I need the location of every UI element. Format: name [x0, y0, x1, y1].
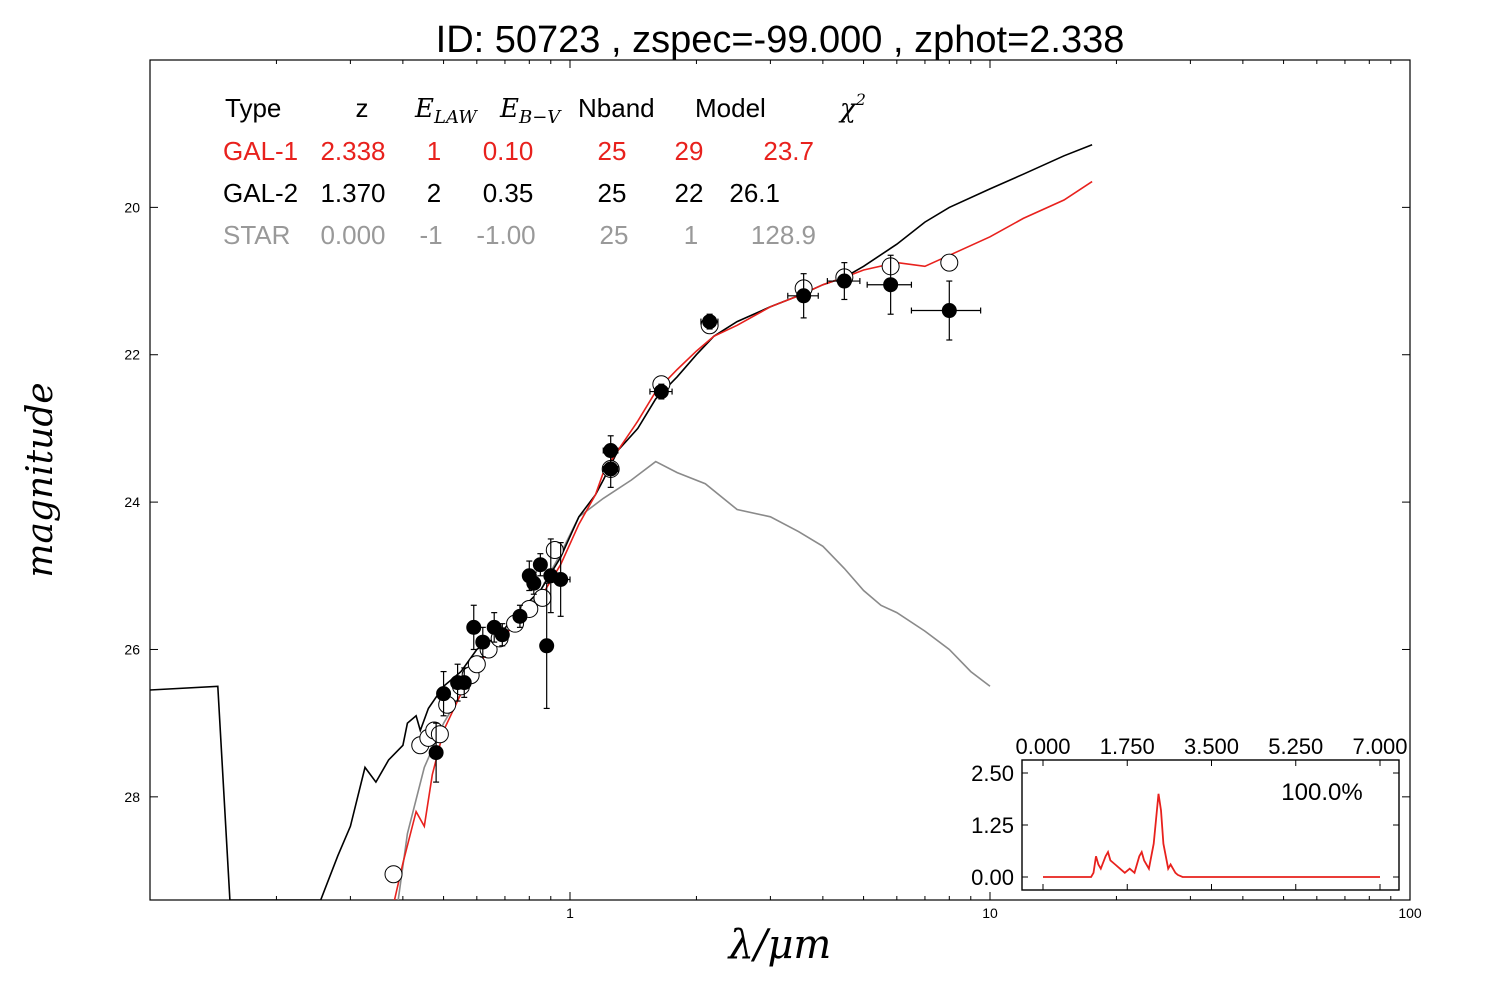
observed-point	[836, 273, 852, 289]
observed-point	[475, 634, 491, 650]
fit-table-row: GAL-1 2.338 1 0.10 25 29 23.7	[223, 136, 814, 166]
inset-annotation: 100.0%	[1281, 779, 1362, 806]
fit-table-header-chi2-main: χ	[838, 94, 858, 124]
pdz-curve	[1043, 793, 1380, 878]
fit-cell-z: 2.338	[320, 136, 385, 166]
fit-table-header-model: Model	[695, 93, 766, 123]
y-axis-label: magnitude	[20, 382, 61, 577]
x-axis-label: λ/μm	[727, 922, 832, 968]
y-tick-label: 24	[124, 494, 140, 510]
fit-cell-chi2: 128.9	[751, 220, 816, 250]
fit-table: Type z ELAW EB−V Nband Model χ2 GAL-1 2.…	[223, 90, 866, 250]
observed-point	[702, 314, 718, 330]
observed-point	[532, 557, 548, 573]
pdz-inset: 0.000 1.750 3.500 5.250 7.000 2.50 1.25 0.00 10…	[971, 734, 1408, 891]
fit-table-header-ebv-main: E	[499, 94, 519, 124]
observed-point	[456, 675, 472, 691]
model-point	[940, 253, 959, 272]
fit-cell-nband: 25	[600, 220, 629, 250]
fit-cell-nband: 25	[598, 178, 627, 208]
inset-y-tick-label: 1.25	[971, 813, 1014, 838]
inset-x-tick-label: 3.500	[1184, 734, 1239, 759]
observed-point	[553, 571, 569, 587]
inset-x-tick-label: 5.250	[1268, 734, 1323, 759]
y-tick-label: 26	[124, 641, 140, 657]
fit-cell-ebv: 0.35	[483, 178, 534, 208]
observed-point	[494, 627, 510, 643]
inset-y-tick-label: 0.00	[971, 865, 1014, 890]
x-tick-label: 1	[566, 905, 574, 921]
observed-point	[539, 638, 555, 654]
fit-cell-model: 1	[684, 220, 698, 250]
fit-cell-model: 22	[675, 178, 704, 208]
inset-layer: 0.000 1.750 3.500 5.250 7.000 2.50 1.25 0.00	[971, 734, 1408, 890]
fit-table-header-type: Type	[225, 93, 281, 123]
series-line-gal-2	[150, 143, 1093, 900]
x-tick-label: 100	[1398, 905, 1422, 921]
fit-cell-nband: 25	[598, 136, 627, 166]
observed-point	[603, 461, 619, 477]
main-plot-frame	[149, 59, 1411, 901]
observed-point	[883, 277, 899, 293]
fit-table-header-z: z	[356, 93, 369, 123]
fit-table-header-ebv: EB−V	[499, 94, 562, 128]
observed-point	[796, 288, 812, 304]
inset-x-tick-label: 0.000	[1015, 734, 1070, 759]
fit-table-row: STAR 0.000 -1 -1.00 25 1 128.9	[223, 220, 816, 250]
x-tick-label: 10	[982, 905, 998, 921]
fit-cell-ebv: 0.10	[483, 136, 534, 166]
model-point	[430, 725, 449, 744]
chart-title: ID: 50723 , zspec=-99.000 , zphot=2.338	[436, 19, 1125, 61]
model-point	[533, 588, 552, 607]
y-tick-label: 22	[124, 347, 140, 363]
fit-cell-ebv: -1.00	[476, 220, 535, 250]
observed-point	[512, 608, 528, 624]
observed-point	[526, 575, 542, 591]
series-line-star	[397, 460, 991, 900]
y-tick-label: 20	[124, 199, 140, 215]
fit-cell-elaw: 1	[427, 136, 441, 166]
inset-y-tick-label: 2.50	[971, 761, 1014, 786]
observed-point	[653, 384, 669, 400]
inset-x-tick-label: 7.000	[1352, 734, 1407, 759]
fit-cell-z: 0.000	[320, 220, 385, 250]
model-point	[467, 655, 486, 674]
main-points-layer	[384, 253, 982, 884]
model-point	[384, 865, 403, 884]
observed-point	[436, 686, 452, 702]
fit-cell-z: 1.370	[320, 178, 385, 208]
fit-table-header-nband: Nband	[578, 93, 655, 123]
fit-cell-elaw: -1	[419, 220, 442, 250]
fit-cell-type: GAL-1	[223, 136, 298, 166]
fit-cell-model: 29	[675, 136, 704, 166]
fit-table-row: GAL-2 1.370 2 0.35 25 22 26.1	[223, 178, 780, 208]
fit-table-header-ebv-sub: B−V	[518, 107, 562, 128]
inset-x-tick-label: 1.750	[1100, 734, 1155, 759]
inset-plot-frame	[1021, 759, 1400, 891]
fit-table-header-elaw-main: E	[414, 94, 434, 124]
fit-cell-elaw: 2	[427, 178, 441, 208]
series-line-gal-1	[393, 180, 1093, 900]
observed-point	[428, 745, 444, 761]
y-tick-label: 28	[124, 789, 140, 805]
fit-table-header-elaw: ELAW	[414, 94, 478, 128]
fit-cell-type: STAR	[223, 220, 290, 250]
fit-table-header-chi2-sup: 2	[855, 90, 866, 109]
observed-point	[941, 303, 957, 319]
fit-cell-chi2: 23.7	[763, 136, 814, 166]
fit-cell-chi2: 26.1	[729, 178, 780, 208]
fit-table-header-chi2: χ2	[838, 90, 866, 124]
fit-table-header-elaw-sub: LAW	[433, 107, 478, 128]
fit-cell-type: GAL-2	[223, 178, 298, 208]
observed-point	[466, 619, 482, 635]
